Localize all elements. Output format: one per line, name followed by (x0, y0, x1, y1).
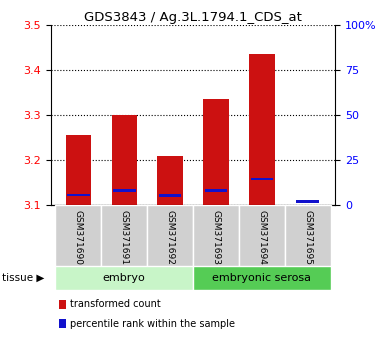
Bar (249, 54, 275, 205)
Bar (66, 135, 91, 205)
Text: embryonic serosa: embryonic serosa (213, 273, 312, 283)
Bar (101, 205, 147, 266)
Bar (296, 200, 319, 203)
Bar (285, 205, 331, 266)
Text: GSM371692: GSM371692 (166, 210, 175, 265)
Text: GSM371694: GSM371694 (257, 210, 266, 265)
Bar (193, 205, 239, 266)
Text: GSM371693: GSM371693 (211, 210, 220, 265)
Bar (158, 156, 183, 205)
Bar (205, 189, 227, 192)
Bar (250, 178, 273, 181)
Bar (147, 205, 193, 266)
Bar (113, 189, 136, 192)
Bar (55, 266, 193, 290)
Bar (239, 205, 285, 266)
Title: GDS3843 / Ag.3L.1794.1_CDS_at: GDS3843 / Ag.3L.1794.1_CDS_at (84, 11, 302, 24)
Text: percentile rank within the sample: percentile rank within the sample (70, 319, 235, 329)
Text: GSM371691: GSM371691 (120, 210, 129, 265)
Text: GSM371690: GSM371690 (74, 210, 83, 265)
Bar (193, 266, 331, 290)
Bar (112, 115, 137, 205)
Text: tissue ▶: tissue ▶ (2, 273, 44, 283)
Text: transformed count: transformed count (70, 299, 161, 309)
Bar (67, 194, 90, 196)
Bar (159, 194, 181, 197)
Bar (55, 205, 101, 266)
Text: GSM371695: GSM371695 (303, 210, 312, 265)
Bar (203, 99, 229, 205)
Text: embryo: embryo (103, 273, 145, 283)
